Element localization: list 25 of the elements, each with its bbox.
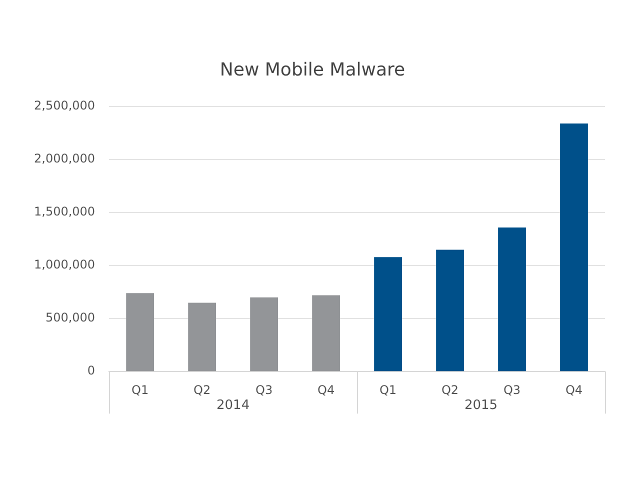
bar bbox=[560, 124, 588, 372]
text: 2014 bbox=[216, 398, 250, 413]
bar bbox=[188, 302, 216, 372]
x-tick-label: Q4 bbox=[317, 382, 335, 397]
x-tick-label: Q2 bbox=[194, 382, 211, 397]
y-tick-label: 500,000 bbox=[45, 310, 96, 325]
bar bbox=[312, 295, 340, 372]
x-tick-label: Q1 bbox=[379, 382, 397, 397]
bar bbox=[126, 293, 154, 372]
x-tick-label: Q3 bbox=[503, 382, 521, 397]
y-tick-label: 0 bbox=[87, 364, 96, 378]
bar bbox=[498, 227, 526, 372]
y-tick-label: 1,000,000 bbox=[34, 258, 96, 272]
x-tick-label: Q3 bbox=[256, 382, 273, 397]
bar bbox=[250, 297, 278, 372]
bar bbox=[374, 257, 402, 372]
y-tick-label: 2,000,000 bbox=[34, 152, 96, 166]
x-tick-label: Q4 bbox=[565, 382, 583, 397]
x-tick-label: Q1 bbox=[132, 382, 149, 397]
x-tick-label: Q2 bbox=[441, 382, 459, 397]
y-tick-label: 1,500,000 bbox=[34, 204, 96, 219]
text: 2015 bbox=[464, 398, 498, 413]
bar bbox=[436, 250, 464, 372]
chart-title: New Mobile Malware bbox=[220, 59, 406, 80]
y-tick-label: 2,500,000 bbox=[34, 98, 96, 113]
